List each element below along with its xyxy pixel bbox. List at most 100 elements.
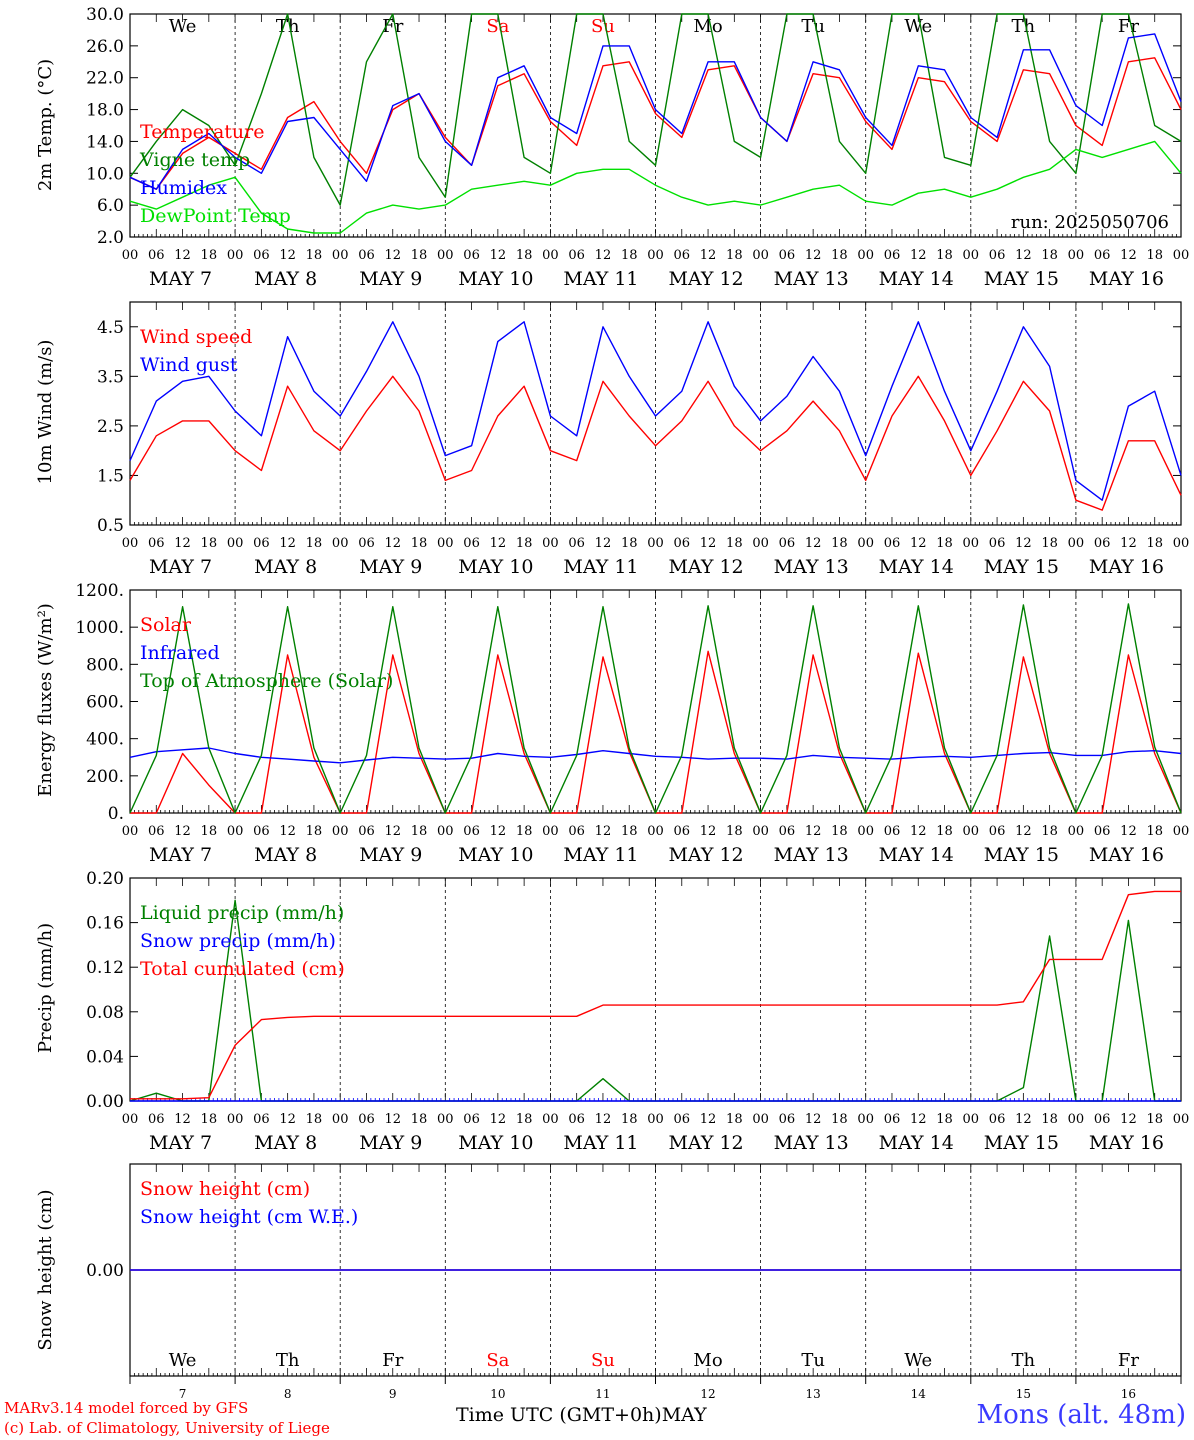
run-annotation: run: 2025050706: [1011, 212, 1169, 233]
x-tick-label: 00: [1173, 1112, 1190, 1127]
x-tick-label: 18: [726, 248, 743, 263]
y-tick-label: 1000.: [75, 618, 124, 638]
x-tick-label: 00: [227, 1112, 244, 1127]
x-tick-label: 00: [122, 248, 139, 263]
y-tick-label: 10.0: [86, 164, 124, 184]
x-tick-label: 12: [805, 824, 822, 839]
date-label: MAY 16: [1089, 556, 1164, 578]
y-tick-label: 1.5: [97, 466, 124, 486]
x-tick-label: 18: [726, 536, 743, 551]
date-label: MAY 15: [984, 1132, 1059, 1154]
y-tick-label: 0.04: [86, 1047, 124, 1067]
x-tick-label: 18: [1041, 248, 1058, 263]
y-tick-label: 2.5: [97, 417, 124, 437]
legend-entry: Liquid precip (mm/h): [140, 902, 344, 924]
date-label: MAY 13: [774, 268, 849, 290]
date-label: MAY 11: [563, 844, 638, 866]
legend-entry: Snow height (cm): [140, 1178, 310, 1200]
x-tick-label: 06: [779, 248, 796, 263]
x-tick-label: 06: [463, 248, 480, 263]
x-tick-label: 18: [726, 824, 743, 839]
day-name-label: Fr: [1118, 1350, 1139, 1371]
day-number-label: 14: [911, 1387, 927, 1401]
day-name-label: Tu: [801, 16, 825, 37]
x-tick-label: 06: [1094, 1112, 1111, 1127]
date-label: MAY 10: [458, 1132, 533, 1154]
day-name-label: Sa: [486, 16, 509, 37]
x-tick-label: 12: [490, 248, 507, 263]
x-tick-label: 18: [1041, 1112, 1058, 1127]
date-label: MAY 16: [1089, 844, 1164, 866]
x-tick-label: 06: [779, 536, 796, 551]
day-number-label: 7: [179, 1387, 187, 1401]
y-tick-label: 0.: [108, 804, 124, 824]
date-label: MAY 7: [149, 556, 212, 578]
panel-5: 0.00 Snow height (cm) We Th Fr Sa Su Mo Tu We Th Fr…: [35, 1163, 1182, 1401]
x-tick-label: 00: [122, 536, 139, 551]
x-tick-label: 12: [174, 1112, 191, 1127]
x-tick-label: 06: [884, 824, 901, 839]
date-label: MAY 10: [458, 268, 533, 290]
x-tick-label: 18: [1146, 1112, 1163, 1127]
legend-entry: Wind speed: [140, 326, 252, 348]
x-tick-label: 12: [384, 536, 401, 551]
x-tick-label: 06: [463, 536, 480, 551]
x-tick-label: 00: [647, 1112, 664, 1127]
x-tick-label: 18: [1041, 824, 1058, 839]
x-tick-label: 12: [1120, 536, 1137, 551]
x-tick-label: 12: [384, 1112, 401, 1127]
legend-entry: DewPoint Temp: [140, 205, 291, 227]
x-tick-label: 12: [1015, 1112, 1032, 1127]
legend-entry: Snow height (cm W.E.): [140, 1206, 358, 1228]
y-tick-label: 400.: [86, 730, 124, 750]
x-tick-label: 00: [647, 824, 664, 839]
date-label: MAY 7: [149, 1132, 212, 1154]
panel-4: 0.20 0.16 0.12 0.08 0.04 0.00 Precip (mm/h) 00 0…: [35, 869, 1189, 1154]
y-tick-label: 6.0: [97, 196, 124, 216]
date-label: MAY 10: [458, 556, 533, 578]
x-tick-label: 00: [963, 536, 980, 551]
date-label: MAY 12: [668, 268, 743, 290]
y-tick-label: 0.12: [86, 958, 124, 978]
x-tick-label: 12: [1120, 248, 1137, 263]
day-name-label: Su: [591, 1350, 615, 1371]
date-label: MAY 14: [879, 556, 954, 578]
series-line-dewpoint-temp: [129, 140, 1182, 234]
x-tick-label: 00: [647, 536, 664, 551]
x-tick-label: 12: [700, 248, 717, 263]
day-number-label: 8: [284, 1387, 292, 1401]
date-label: MAY 9: [359, 268, 422, 290]
x-tick-label: 06: [358, 248, 375, 263]
date-label: MAY 10: [458, 844, 533, 866]
x-tick-label: 12: [910, 824, 927, 839]
day-name-label: We: [904, 16, 932, 37]
day-name-label: Tu: [801, 1350, 825, 1371]
x-tick-label: 00: [963, 248, 980, 263]
x-tick-label: 00: [437, 536, 454, 551]
y-tick-label: 0.16: [86, 914, 124, 934]
x-tick-label: 06: [989, 536, 1006, 551]
x-tick-label: 06: [884, 248, 901, 263]
x-tick-label: 06: [568, 824, 585, 839]
x-tick-label: 12: [174, 536, 191, 551]
x-tick-label: 06: [148, 248, 165, 263]
series-line-wind-speed: [129, 375, 1182, 511]
date-label: MAY 9: [359, 1132, 422, 1154]
x-tick-label: 06: [779, 824, 796, 839]
x-tick-label: 06: [463, 1112, 480, 1127]
y-tick-label: 0.5: [97, 516, 124, 536]
x-tick-label: 06: [568, 1112, 585, 1127]
y-axis-label: Energy fluxes (W/m²): [35, 603, 56, 797]
x-tick-label: 00: [857, 1112, 874, 1127]
x-tick-label: 06: [463, 824, 480, 839]
x-tick-label: 12: [279, 536, 296, 551]
date-label: MAY 12: [668, 844, 743, 866]
day-name-label: We: [169, 1350, 197, 1371]
x-tick-label: 12: [910, 1112, 927, 1127]
date-label: MAY 7: [149, 844, 212, 866]
x-tick-label: 06: [358, 536, 375, 551]
x-tick-label: 18: [201, 1112, 218, 1127]
x-tick-label: 00: [1173, 536, 1190, 551]
x-tick-label: 06: [989, 248, 1006, 263]
y-tick-label: 4.5: [97, 318, 124, 338]
